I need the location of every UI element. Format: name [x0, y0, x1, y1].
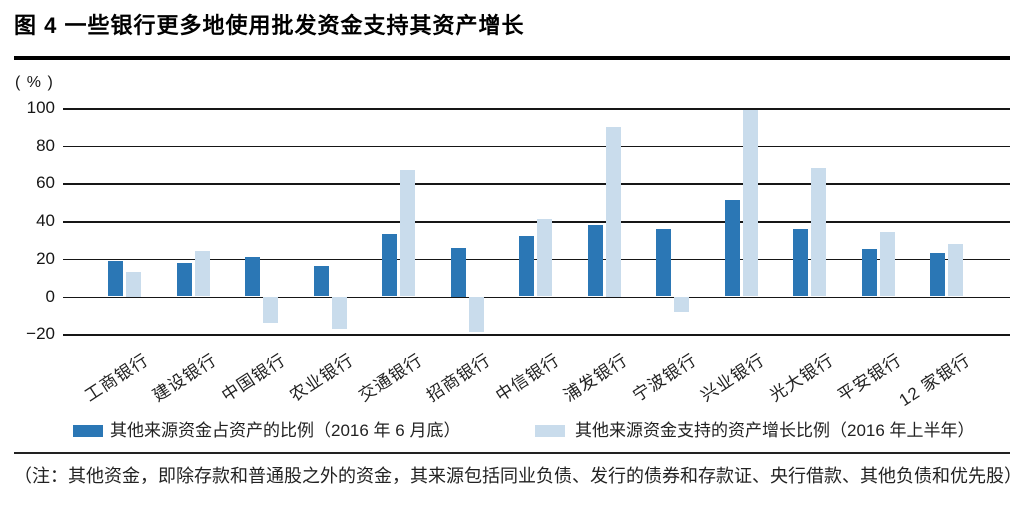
x-axis-label: 农业银行	[286, 350, 358, 406]
bar-asset-growth-ratio	[674, 296, 689, 312]
gridline	[63, 145, 1010, 148]
bar-asset-growth-ratio	[331, 296, 347, 329]
y-tick-label: 40	[36, 211, 55, 231]
gridline	[63, 334, 1010, 336]
bar-funding-ratio	[382, 234, 397, 297]
y-tick-label: −20	[26, 324, 55, 344]
y-tick-label: 0	[45, 286, 55, 306]
bar-funding-ratio	[245, 256, 260, 297]
x-axis-label: 12 家银行	[895, 350, 974, 411]
bar-asset-growth-ratio	[263, 296, 278, 323]
bar-chart-plot-area: 100 80 60 40 20 0 −20 工商银行 建设银行 中国银行 农业银行 交通银行 招商银行中…	[26, 98, 1010, 410]
x-axis-label: 建设银行	[149, 350, 221, 406]
y-tick-label: 80	[36, 135, 55, 155]
chart-legend: 其他来源资金占资产的比例（2016 年 6 月底） 其他来源资金支持的资产增长比…	[0, 421, 1028, 443]
bar-asset-growth-ratio	[811, 168, 826, 297]
bar-asset-growth-ratio	[126, 272, 141, 297]
bar-funding-ratio	[793, 228, 808, 297]
legend-swatch-light-blue	[535, 425, 565, 437]
gridline	[63, 108, 1010, 110]
bar-asset-growth-ratio	[468, 296, 484, 333]
bar-funding-ratio	[587, 224, 603, 297]
bar-funding-ratio	[861, 249, 877, 297]
y-tick-label: 100	[26, 98, 55, 117]
bar-asset-growth-ratio	[194, 251, 210, 297]
bar-funding-ratio	[519, 236, 534, 297]
x-axis-label: 交通银行	[354, 350, 426, 406]
bar-funding-ratio	[724, 200, 740, 297]
x-axis-label: 兴业银行	[697, 350, 769, 406]
x-axis-label: 招商银行	[423, 350, 495, 406]
gridline	[63, 221, 1010, 223]
bar-asset-growth-ratio	[605, 126, 621, 297]
y-axis-unit-label: ( % )	[15, 74, 54, 91]
footnote-divider	[14, 452, 1010, 454]
bar-asset-growth-ratio	[879, 232, 895, 297]
legend-label-asset-growth-ratio: 其他来源资金支持的资产增长比例（2016 年上半年）	[575, 421, 975, 440]
figure-title: 图 4 一些银行更多地使用批发资金支持其资产增长	[14, 13, 525, 38]
bar-asset-growth-ratio	[537, 219, 552, 297]
x-axis-label: 光大银行	[765, 350, 837, 406]
bar-asset-growth-ratio	[742, 109, 758, 297]
gridline	[63, 258, 1010, 261]
legend-label-funding-ratio: 其他来源资金占资产的比例（2016 年 6 月底）	[110, 421, 461, 440]
x-axis-label: 中国银行	[217, 350, 289, 406]
gridline	[63, 296, 1010, 298]
x-axis-label: 中信银行	[491, 350, 563, 406]
footnote: （注：其他资金，即除存款和普通股之外的资金，其来源包括同业负债、发行的债券和存款…	[14, 466, 1022, 486]
bar-funding-ratio	[108, 260, 123, 297]
bar-funding-ratio	[656, 228, 671, 297]
y-tick-label: 20	[36, 248, 55, 268]
x-axis-label: 浦发银行	[560, 350, 632, 406]
bar-funding-ratio	[176, 262, 192, 297]
bar-funding-ratio	[450, 247, 466, 297]
x-axis-label: 工商银行	[80, 350, 152, 406]
bar-funding-ratio	[930, 253, 945, 297]
bar-funding-ratio	[313, 266, 329, 297]
legend-swatch-dark-blue	[73, 425, 103, 437]
y-tick-label: 60	[36, 173, 55, 193]
x-axis-label: 平安银行	[834, 350, 906, 406]
bar-asset-growth-ratio	[948, 243, 963, 297]
gridline	[63, 183, 1010, 185]
title-rule	[14, 56, 1010, 60]
x-axis-label: 宁波银行	[628, 350, 700, 406]
bar-asset-growth-ratio	[400, 170, 415, 297]
